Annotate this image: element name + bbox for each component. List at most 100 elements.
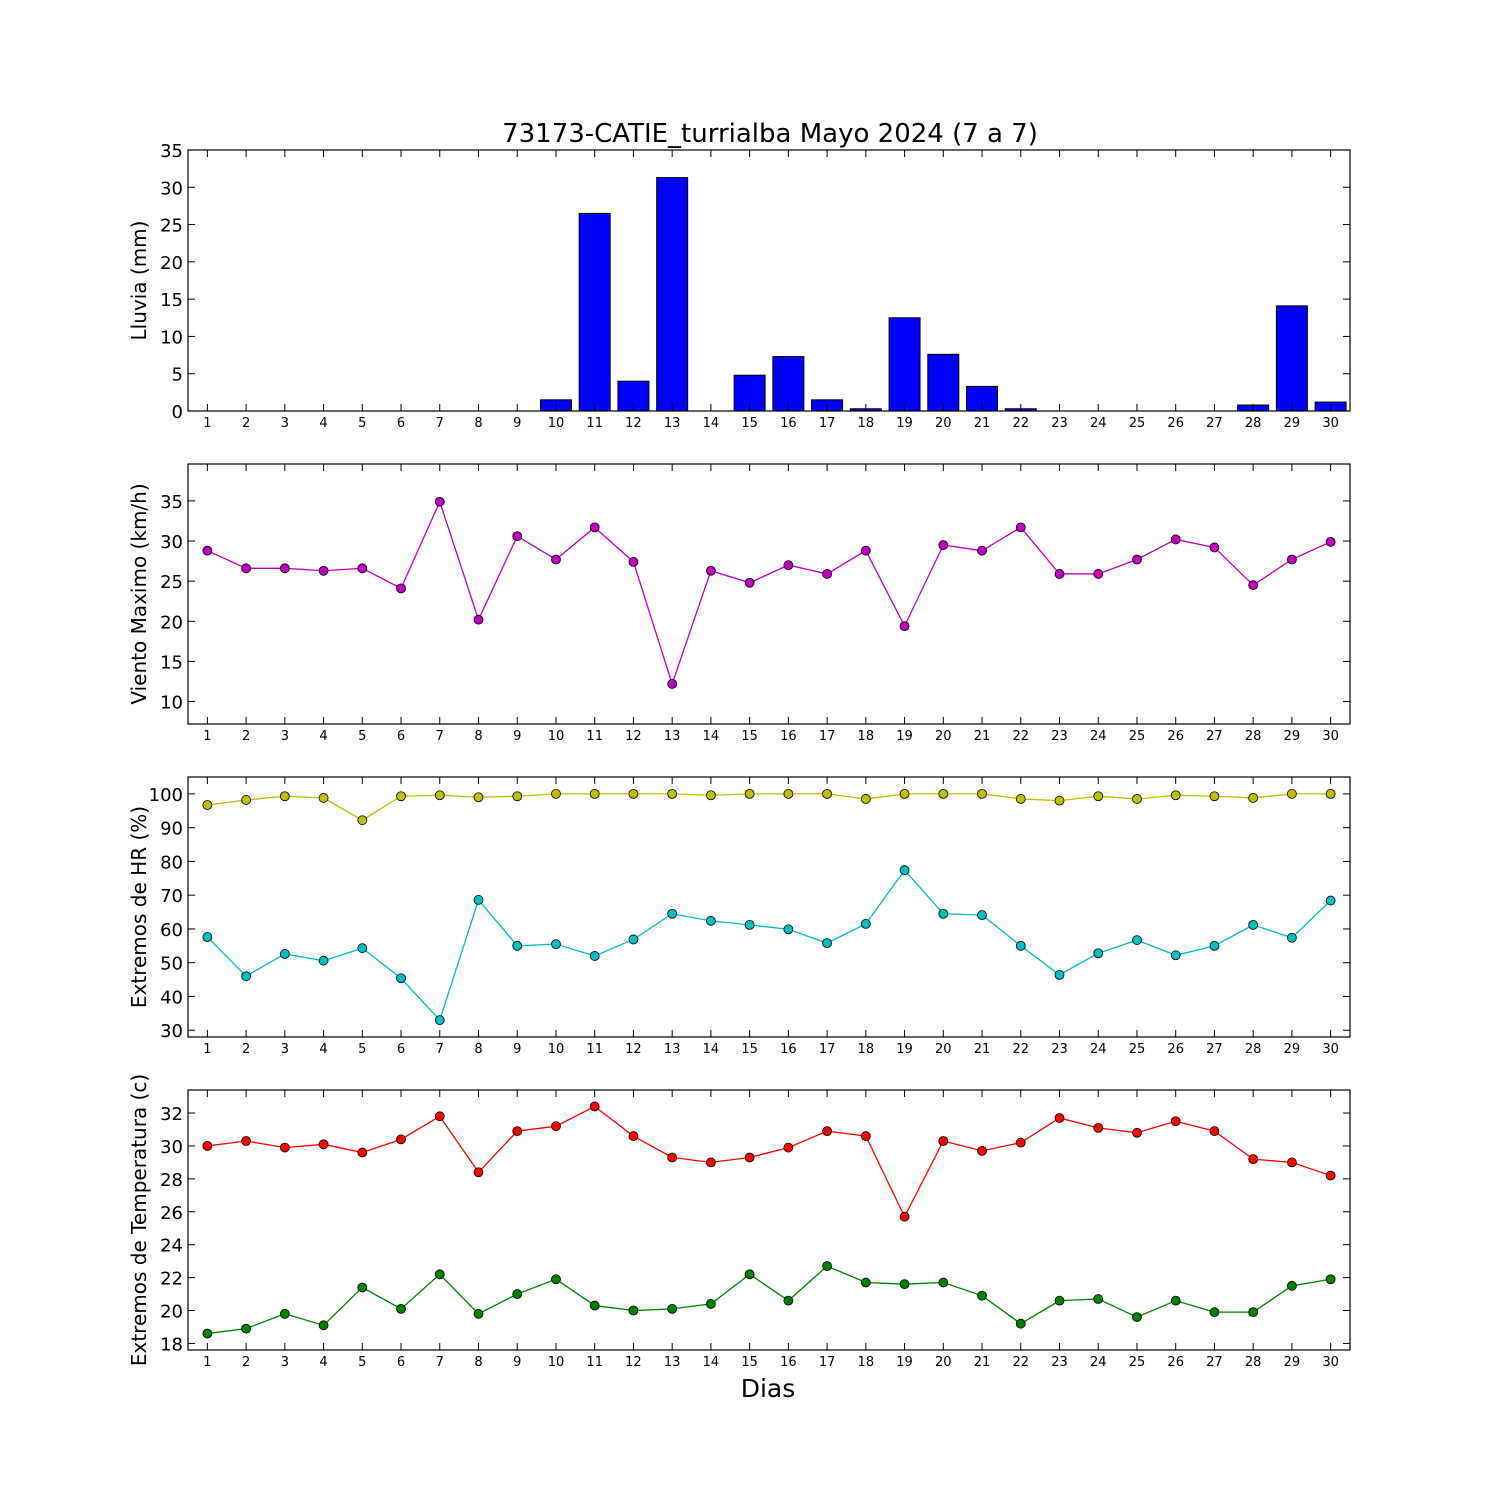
y-tick-label: 100 — [149, 785, 183, 806]
x-tick-label: 16 — [780, 416, 797, 431]
series-1-point-day-9 — [512, 1126, 523, 1137]
y-tick-label: 24 — [160, 1236, 183, 1257]
y-tick-label: 35 — [160, 141, 183, 162]
x-tick-label: 29 — [1284, 729, 1301, 744]
x-tick-label: 20 — [935, 1355, 952, 1370]
series-2-point-day-18 — [860, 1277, 871, 1288]
series-1-point-day-6 — [396, 1134, 406, 1145]
x-tick-label: 12 — [625, 729, 642, 744]
series-1-point-day-1 — [202, 545, 213, 556]
x-tick-label: 2 — [242, 1042, 250, 1057]
series-2-point-day-6 — [396, 1303, 406, 1314]
x-tick-label: 9 — [513, 1042, 521, 1057]
series-1-point-day-5 — [357, 815, 368, 826]
series-1-point-day-21 — [977, 788, 987, 799]
series-2-point-day-1 — [202, 932, 213, 942]
series-1-point-day-7 — [434, 496, 445, 507]
series-1-point-day-10 — [551, 1121, 561, 1132]
x-tick-label: 13 — [664, 416, 681, 431]
series-1-point-day-30 — [1325, 536, 1336, 547]
x-tick-label: 30 — [1322, 1042, 1339, 1057]
series-1-point-day-17 — [822, 1126, 832, 1137]
x-tick-label: 12 — [625, 1042, 642, 1057]
x-tick-label: 16 — [780, 729, 797, 744]
series-1-point-day-4 — [318, 793, 329, 803]
series-2-point-day-20 — [938, 1277, 949, 1288]
series-2-point-day-9 — [512, 940, 523, 951]
y-tick-label: 30 — [160, 1137, 183, 1158]
series-1-point-day-26 — [1170, 790, 1181, 801]
series-2-point-day-4 — [318, 955, 329, 966]
x-tick-label: 5 — [358, 1042, 366, 1057]
series-1-point-day-22 — [1015, 1137, 1026, 1148]
series-2-point-day-11 — [589, 951, 600, 961]
series-1-point-day-23 — [1054, 569, 1065, 579]
series-1-point-day-11 — [589, 522, 600, 533]
series-2-point-day-12 — [628, 934, 639, 945]
x-tick-label: 11 — [586, 1355, 603, 1370]
series-1-point-day-13 — [667, 788, 678, 799]
bar-day-11 — [578, 212, 611, 412]
x-tick-label: 18 — [858, 729, 875, 744]
series-2-point-day-29 — [1287, 1280, 1297, 1291]
x-tick-label: 28 — [1245, 416, 1262, 431]
series-2-point-day-11 — [589, 1300, 600, 1311]
x-tick-label: 24 — [1090, 416, 1107, 431]
series-2-point-day-30 — [1325, 1274, 1336, 1285]
x-tick-label: 9 — [513, 1355, 521, 1370]
series-2-point-day-17 — [822, 1261, 832, 1271]
x-tick-label: 4 — [319, 1355, 327, 1370]
series-1-point-day-23 — [1054, 1113, 1065, 1123]
series-1-point-day-18 — [860, 794, 871, 804]
x-tick-label: 8 — [474, 1355, 482, 1370]
x-tick-label: 24 — [1090, 729, 1107, 744]
y-axis-label: Extremos de Temperatura (c) — [127, 1074, 151, 1366]
y-tick-label: 10 — [160, 693, 183, 714]
x-tick-label: 28 — [1245, 1042, 1262, 1057]
series-1-point-day-2 — [241, 795, 252, 805]
y-tick-label: 20 — [160, 1302, 183, 1323]
series-1-point-day-5 — [357, 1147, 368, 1158]
x-tick-label: 29 — [1284, 1042, 1301, 1057]
x-tick-label: 16 — [780, 1042, 797, 1057]
x-tick-label: 10 — [548, 1042, 565, 1057]
series-1-point-day-6 — [396, 791, 406, 802]
series-2-point-day-9 — [512, 1289, 523, 1299]
series-1-point-day-5 — [357, 563, 368, 574]
x-tick-label: 25 — [1129, 729, 1146, 744]
x-tick-label: 2 — [242, 1355, 250, 1370]
x-tick-label: 22 — [1012, 1042, 1029, 1057]
series-2-point-day-16 — [783, 1295, 794, 1306]
plot-frame — [187, 1089, 1351, 1351]
x-tick-label: 21 — [974, 1355, 991, 1370]
series-1-point-day-27 — [1209, 791, 1220, 802]
x-tick-label: 16 — [780, 1355, 797, 1370]
x-tick-label: 30 — [1322, 416, 1339, 431]
series-2-point-day-27 — [1209, 1307, 1220, 1318]
series-2-point-day-25 — [1132, 1312, 1142, 1322]
series-2-point-day-10 — [551, 939, 561, 950]
series-2-point-day-15 — [744, 919, 755, 930]
x-tick-label: 26 — [1167, 1355, 1184, 1370]
x-tick-label: 6 — [397, 416, 405, 431]
series-1-point-day-16 — [783, 1142, 794, 1153]
x-tick-label: 18 — [858, 1355, 875, 1370]
series-1-point-day-13 — [667, 1152, 678, 1163]
series-1-point-day-17 — [822, 788, 832, 799]
y-tick-label: 26 — [160, 1203, 183, 1224]
y-tick-label: 20 — [160, 612, 183, 633]
series-1-point-day-4 — [318, 1139, 329, 1150]
series-1-point-day-1 — [202, 1141, 213, 1151]
series-1-point-day-24 — [1093, 1122, 1104, 1133]
x-tick-label: 8 — [474, 1042, 482, 1057]
x-tick-label: 3 — [281, 1355, 289, 1370]
series-1-point-day-19 — [899, 1211, 910, 1222]
x-tick-label: 1 — [203, 1042, 211, 1057]
x-tick-label: 3 — [281, 729, 289, 744]
x-tick-label: 12 — [625, 416, 642, 431]
series-2-point-day-8 — [473, 1308, 484, 1319]
x-tick-label: 27 — [1206, 1355, 1223, 1370]
series-2-point-day-3 — [279, 1308, 290, 1319]
bar-day-13 — [656, 177, 689, 412]
